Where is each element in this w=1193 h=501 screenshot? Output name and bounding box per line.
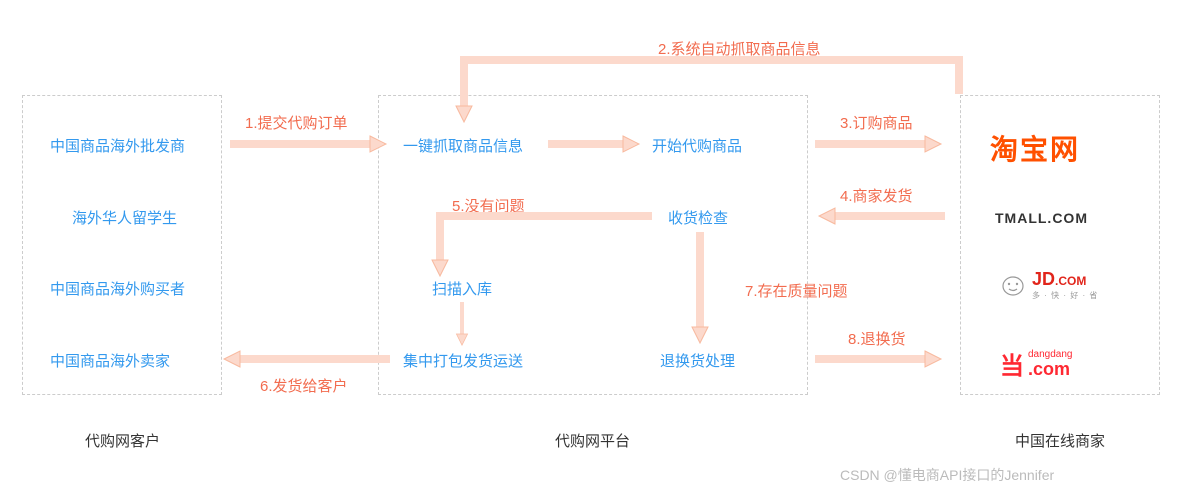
- watermark: CSDN @懂电商API接口的Jennifer: [840, 465, 1054, 485]
- jd-text: JD: [1032, 269, 1055, 289]
- arrow-6: [224, 351, 390, 367]
- jd-dog-icon: [1000, 272, 1026, 298]
- logo-dangdang: 当 dangdang .com: [1000, 346, 1073, 381]
- label-5: 5.没有问题: [452, 195, 525, 216]
- node-seller: 中国商品海外卖家: [50, 350, 170, 371]
- node-start: 开始代购商品: [652, 135, 742, 156]
- arrow-4: [819, 208, 945, 224]
- dangdang-icon: 当: [1000, 346, 1024, 381]
- arrow-3: [815, 136, 941, 152]
- label-2: 2.系统自动抓取商品信息: [658, 38, 821, 59]
- node-pack: 集中打包发货运送: [403, 350, 523, 371]
- label-4: 4.商家发货: [840, 185, 913, 206]
- logo-tmall: TMALL.COM: [995, 210, 1088, 226]
- node-buyer: 中国商品海外购买者: [50, 278, 185, 299]
- node-student: 海外华人留学生: [72, 207, 177, 228]
- node-grab: 一键抓取商品信息: [403, 135, 523, 156]
- label-7: 7.存在质量问题: [745, 280, 848, 301]
- logo-jd: JD.COM 多 · 快 · 好 · 省: [1000, 270, 1098, 300]
- caption-middle: 代购网平台: [555, 430, 630, 451]
- label-3: 3.订购商品: [840, 112, 913, 133]
- caption-right: 中国在线商家: [1015, 430, 1105, 451]
- label-1: 1.提交代购订单: [245, 112, 348, 133]
- arrow-8: [815, 351, 941, 367]
- node-wholesaler: 中国商品海外批发商: [50, 135, 185, 156]
- arrow-1: [230, 136, 386, 152]
- node-scan: 扫描入库: [432, 278, 492, 299]
- caption-left: 代购网客户: [85, 430, 160, 451]
- node-check: 收货检查: [668, 207, 728, 228]
- jd-slogan: 多 · 快 · 好 · 省: [1032, 292, 1098, 300]
- label-8: 8.退换货: [848, 328, 906, 349]
- node-return: 退换货处理: [660, 350, 735, 371]
- logo-taobao: 淘宝网: [990, 128, 1080, 168]
- label-6: 6.发货给客户: [260, 375, 348, 396]
